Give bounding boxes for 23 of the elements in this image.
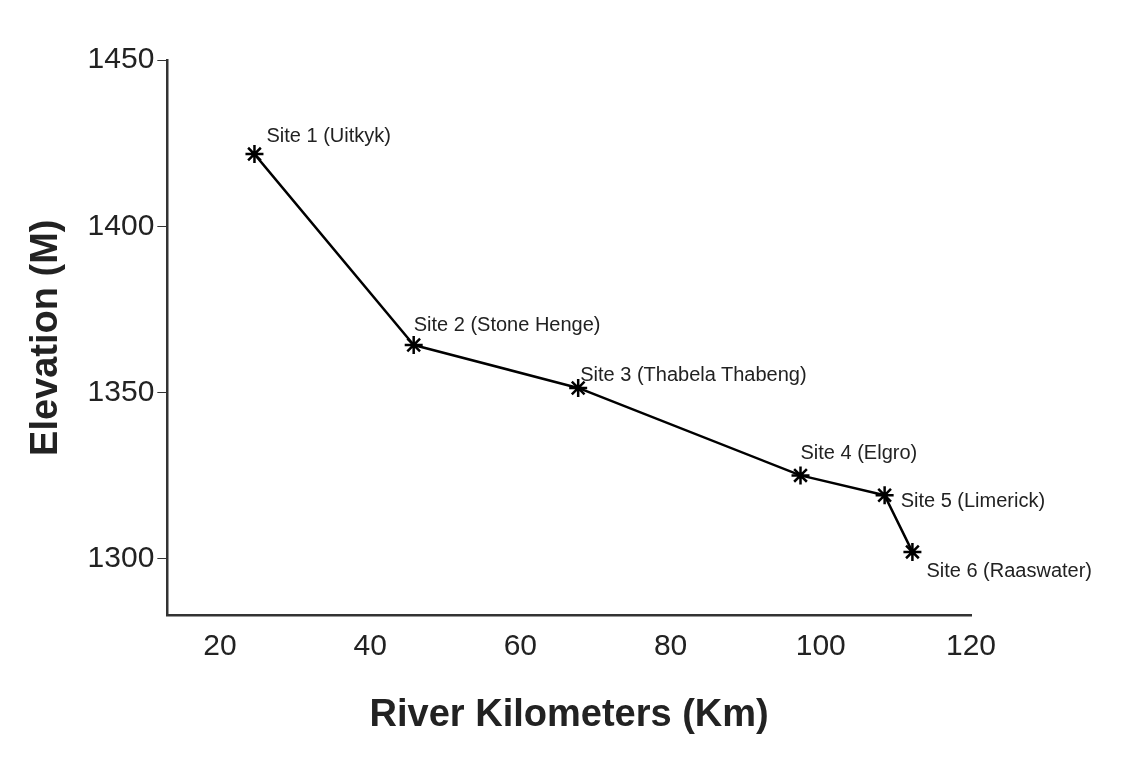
x-tick-label: 60 bbox=[503, 627, 538, 661]
y-tick-label: 1450 bbox=[87, 41, 155, 75]
x-tick-label: 80 bbox=[653, 627, 688, 661]
point bbox=[244, 143, 265, 165]
annotation: Site 1 (Uitkyk) bbox=[266, 123, 391, 146]
x-tick-label: 20 bbox=[203, 627, 237, 661]
annotation: Site 4 (Elgro) bbox=[800, 440, 918, 463]
x-axis-title: River Kilometers (Km) bbox=[369, 691, 769, 734]
x-tick-label: 40 bbox=[353, 627, 387, 661]
y-tick-label: 1300 bbox=[87, 540, 155, 574]
y-tick-label: 1400 bbox=[87, 207, 155, 241]
point bbox=[790, 465, 811, 486]
annotation: Site 5 (Limerick) bbox=[900, 488, 1046, 511]
point bbox=[403, 334, 424, 356]
x-tick-label: 100 bbox=[795, 627, 846, 661]
point bbox=[874, 485, 895, 506]
annotation: Site 3 (Thabela Thabeng) bbox=[580, 363, 807, 386]
y-axis-title: Elevation (M) bbox=[23, 219, 66, 456]
x-tick-label: 120 bbox=[945, 627, 997, 661]
y-tick-label: 1350 bbox=[87, 373, 155, 407]
annotation: Site 2 (Stone Henge) bbox=[413, 312, 601, 335]
point bbox=[902, 541, 923, 563]
annotation: Site 6 (Raaswater) bbox=[926, 559, 1093, 582]
